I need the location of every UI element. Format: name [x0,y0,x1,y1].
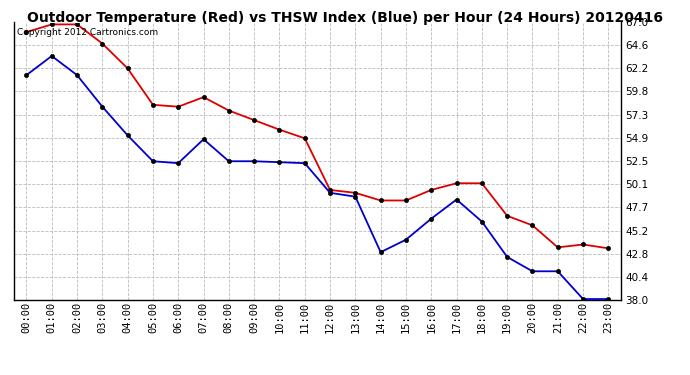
Text: Copyright 2012 Cartronics.com: Copyright 2012 Cartronics.com [17,28,158,37]
Text: Outdoor Temperature (Red) vs THSW Index (Blue) per Hour (24 Hours) 20120416: Outdoor Temperature (Red) vs THSW Index … [27,11,663,25]
